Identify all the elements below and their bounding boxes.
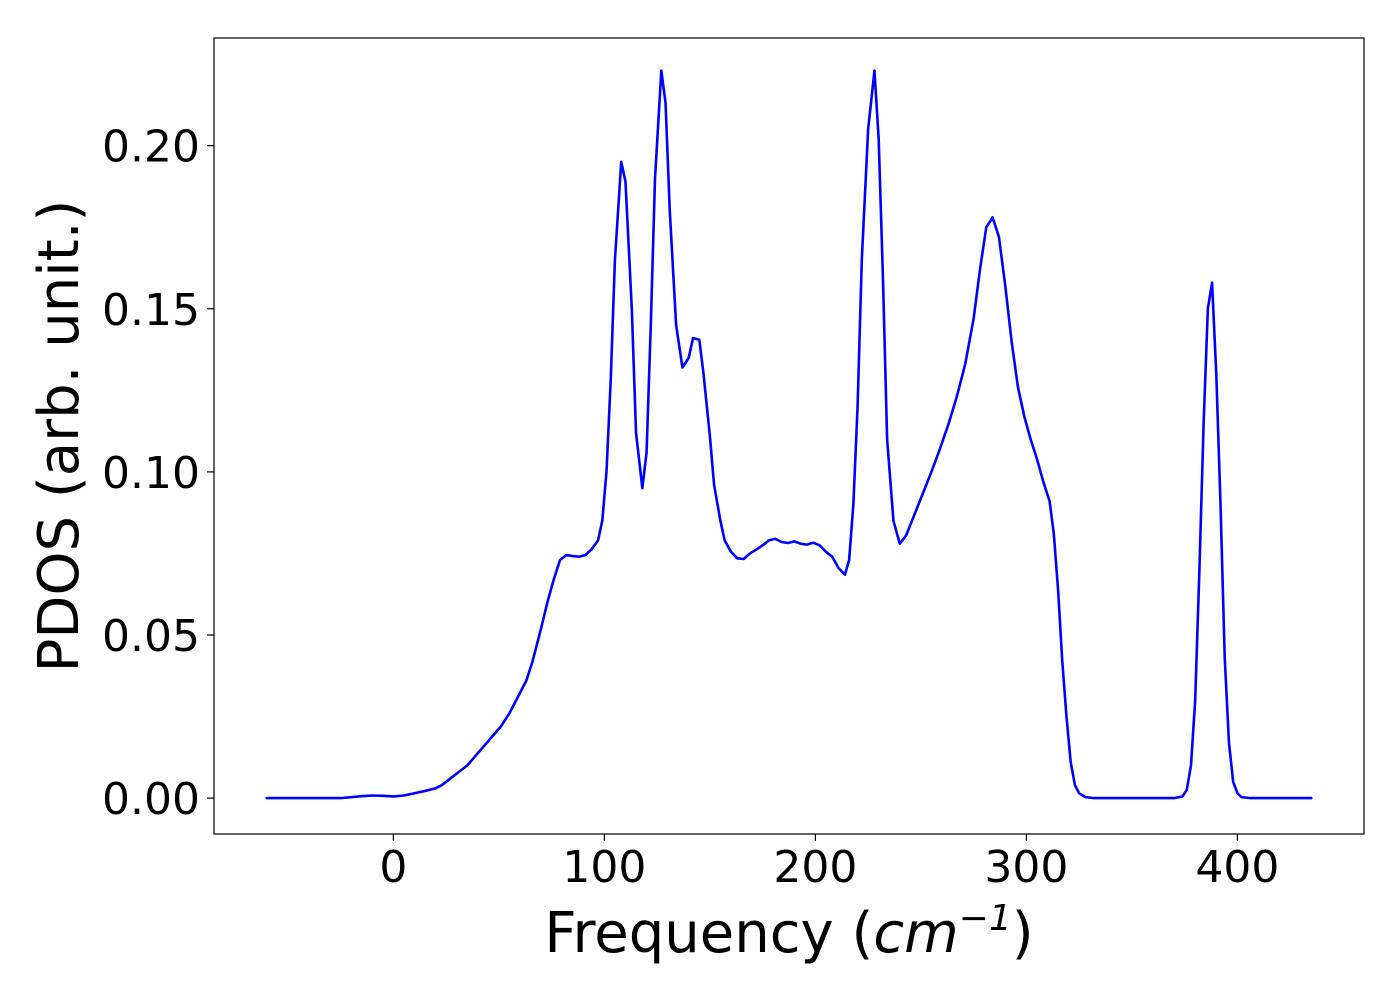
pdos-series-line	[265, 69, 1313, 800]
y-tick-label: 0.00	[102, 774, 200, 825]
x-tick-label: 100	[562, 842, 646, 893]
y-tick-label: 0.05	[102, 611, 200, 662]
x-tick-label: 200	[773, 842, 857, 893]
y-tick-label: 0.20	[102, 122, 200, 173]
x-axis-ticks: 0 100 200 300 400	[379, 834, 1279, 893]
x-tick-label: 300	[984, 842, 1068, 893]
y-tick-label: 0.10	[102, 448, 200, 499]
x-tick-label: 400	[1195, 842, 1279, 893]
x-tick-label: 0	[379, 842, 407, 893]
plot-frame	[213, 37, 1365, 835]
y-axis-label: PDOS (arb. unit.)	[27, 200, 92, 673]
y-tick-label: 0.15	[102, 285, 200, 336]
y-axis-ticks: 0.00 0.05 0.10 0.15 0.20	[102, 122, 214, 825]
x-axis-label: Frequency (cm−1)	[544, 898, 1033, 966]
